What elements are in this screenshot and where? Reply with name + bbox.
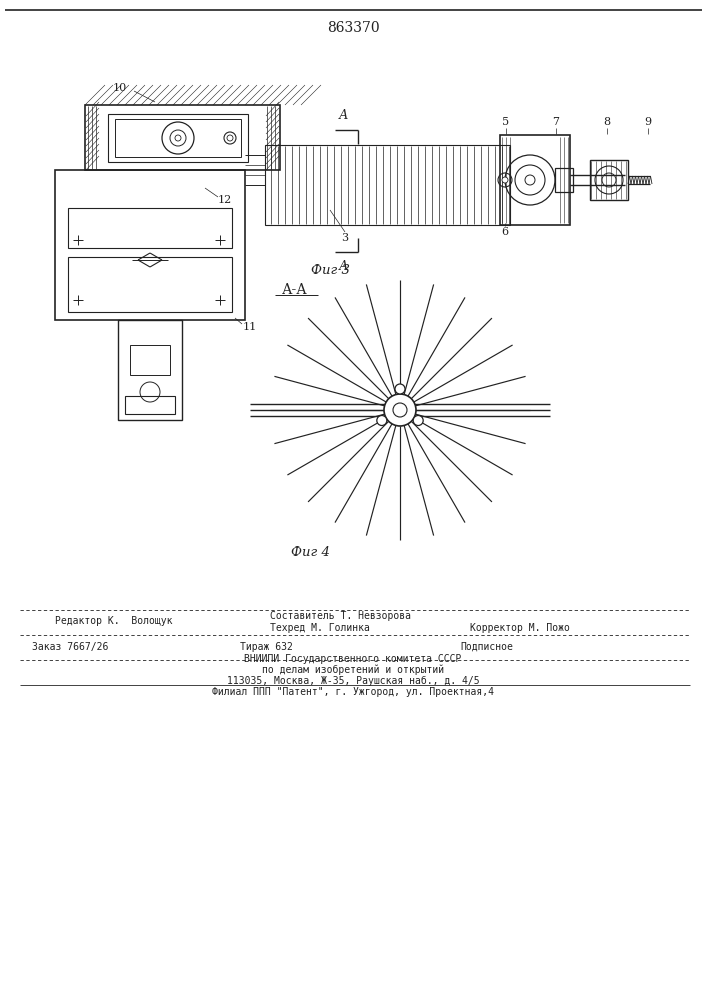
Text: Филиал ППП "Патент", г. Ужгород, ул. Проектная,4: Филиал ППП "Патент", г. Ужгород, ул. Про… <box>212 687 494 697</box>
Text: 12: 12 <box>218 195 233 205</box>
Text: по делам изобретений и открытий: по делам изобретений и открытий <box>262 665 444 675</box>
Text: Корректор М. Пожо: Корректор М. Пожо <box>470 623 570 633</box>
Text: 10: 10 <box>113 83 127 93</box>
Text: Заказ 7667/26: Заказ 7667/26 <box>32 642 108 652</box>
Bar <box>118 320 182 420</box>
Bar <box>55 170 245 320</box>
Text: А: А <box>338 109 348 122</box>
Circle shape <box>175 135 181 141</box>
Bar <box>265 145 510 225</box>
Text: 3: 3 <box>341 233 349 243</box>
Text: Подписное: Подписное <box>460 642 513 652</box>
Text: Составитель Т. Невзорова: Составитель Т. Невзорова <box>270 611 411 621</box>
Text: Техред М. Голинка: Техред М. Голинка <box>270 623 370 633</box>
Text: 9: 9 <box>645 117 652 127</box>
Bar <box>108 114 248 162</box>
Bar <box>500 135 570 225</box>
Circle shape <box>525 175 535 185</box>
Bar <box>555 168 573 192</box>
Bar <box>590 160 628 200</box>
Text: 11: 11 <box>243 322 257 332</box>
Text: 5: 5 <box>503 117 510 127</box>
Circle shape <box>395 384 405 394</box>
Circle shape <box>393 403 407 417</box>
Text: 8: 8 <box>604 117 611 127</box>
Text: Тираж 632: Тираж 632 <box>240 642 293 652</box>
Text: А: А <box>338 260 348 273</box>
Text: 863370: 863370 <box>327 21 380 35</box>
Bar <box>68 257 232 312</box>
Text: ВНИИПИ Государственного комитета СССР: ВНИИПИ Государственного комитета СССР <box>245 654 462 664</box>
Bar <box>85 105 280 170</box>
Circle shape <box>502 177 508 183</box>
Text: 7: 7 <box>552 117 559 127</box>
Bar <box>130 345 170 375</box>
Bar <box>115 119 241 157</box>
Bar <box>125 396 175 414</box>
Circle shape <box>413 416 423 426</box>
Bar <box>68 208 232 248</box>
Text: А-А: А-А <box>282 283 308 297</box>
Circle shape <box>227 135 233 141</box>
Text: Фиг 4: Фиг 4 <box>291 546 329 558</box>
Circle shape <box>384 394 416 426</box>
Text: 113035, Москва, Ж-35, Раушская наб., д. 4/5: 113035, Москва, Ж-35, Раушская наб., д. … <box>227 676 479 686</box>
Text: Фиг 3: Фиг 3 <box>310 263 349 276</box>
Circle shape <box>377 416 387 426</box>
Text: 6: 6 <box>501 227 508 237</box>
Text: Редактор К.  Волощук: Редактор К. Волощук <box>55 616 173 626</box>
